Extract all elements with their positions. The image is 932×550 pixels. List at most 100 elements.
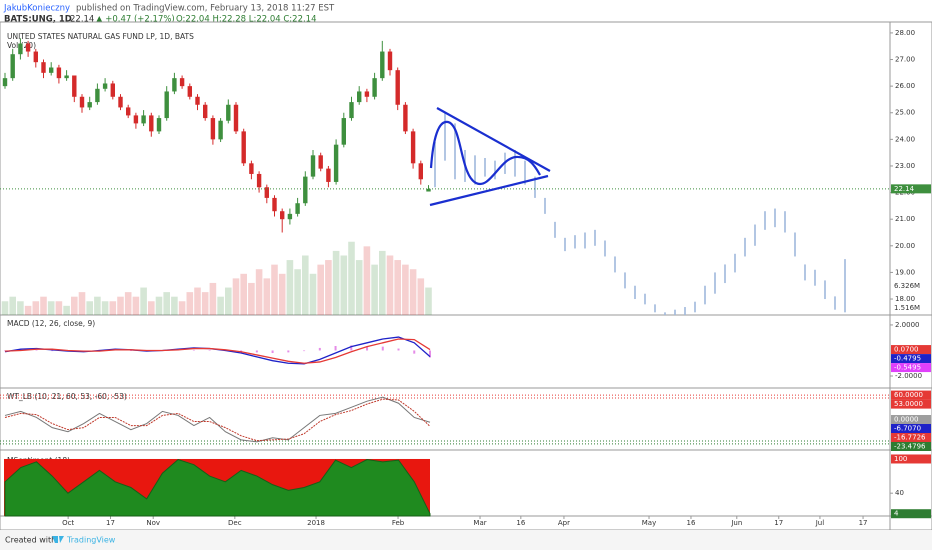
volume-bar xyxy=(55,301,63,315)
candle-body xyxy=(256,173,262,188)
volume-bar xyxy=(309,273,317,315)
ms-area xyxy=(4,458,431,517)
candle-body xyxy=(303,176,308,204)
candle-body xyxy=(195,96,200,105)
symbol: BATS:UNG, 1D xyxy=(4,15,72,25)
y-tick-label: 28.00 xyxy=(895,29,915,37)
candle-body xyxy=(341,118,346,145)
y-tick-label: 40 xyxy=(895,489,904,497)
volume-bar xyxy=(355,260,363,315)
volume-bar xyxy=(425,287,432,315)
y-tick-label: 27.00 xyxy=(895,56,915,64)
y-tick-label: 19.00 xyxy=(895,268,915,276)
candle-body xyxy=(418,163,423,180)
volume-bar xyxy=(1,301,9,315)
candle-body xyxy=(25,43,31,52)
x-tick-label: 17 xyxy=(774,519,783,527)
price-pane xyxy=(1,38,846,315)
price-tag xyxy=(891,442,931,451)
x-tick-label: Oct xyxy=(62,519,74,527)
wt-title: WT_LB (10, 21, 60, 53, -60, -53) xyxy=(7,392,127,401)
candle-body xyxy=(10,54,15,79)
signal-line xyxy=(4,338,431,364)
price-tag-label: -0.5495 xyxy=(894,364,921,372)
volume-bar xyxy=(17,301,24,315)
candle-body xyxy=(410,131,416,164)
candle-body xyxy=(403,104,408,132)
price-tag xyxy=(891,184,931,194)
last-price: 22.14 xyxy=(70,15,94,25)
wt1-line xyxy=(4,396,431,443)
x-tick-label: Mar xyxy=(473,519,486,527)
candle-body xyxy=(426,188,431,192)
x-tick-label: Nov xyxy=(146,519,160,527)
x-tick-label: Dec xyxy=(228,519,242,527)
candle-body xyxy=(110,83,115,97)
volume-bar xyxy=(409,269,417,315)
price-tag-label: -23.4796 xyxy=(894,443,926,451)
volume-bar xyxy=(402,264,409,315)
macd-histogram xyxy=(413,350,416,354)
x-tick-label: 16 xyxy=(687,519,696,527)
price-tag-label: 22.14 xyxy=(894,185,915,193)
change: ▲ +0.47 (+2.17%) xyxy=(96,15,175,25)
volume-bar xyxy=(24,305,32,315)
candle-body xyxy=(287,213,293,220)
volume-bar xyxy=(9,296,16,315)
volume-bar xyxy=(201,292,209,315)
macd-histogram xyxy=(318,347,321,351)
price-tag xyxy=(891,399,931,409)
y-tick-label: -2.0000 xyxy=(895,372,922,380)
candle-body xyxy=(41,62,46,73)
candle-body xyxy=(164,91,169,119)
macd-histogram xyxy=(208,350,211,351)
price-tag xyxy=(891,354,931,364)
x-tick-label: 2018 xyxy=(307,519,325,527)
volume-bar xyxy=(271,264,278,315)
price-tag xyxy=(891,345,931,355)
volume-bar xyxy=(194,287,201,315)
x-tick-label: Apr xyxy=(558,519,570,527)
macd-histogram xyxy=(303,350,306,352)
volume-bar xyxy=(124,292,132,315)
volume-bar xyxy=(278,273,286,315)
candle-body xyxy=(326,168,331,182)
candle-body xyxy=(387,51,393,71)
volume-bar xyxy=(209,282,217,315)
macd-histogram xyxy=(255,350,258,353)
candle-body xyxy=(2,78,8,87)
macd-histogram xyxy=(271,350,274,354)
volume-bar xyxy=(47,301,55,315)
candle-body xyxy=(226,104,231,121)
x-tick-label: Feb xyxy=(392,519,405,527)
candle-body xyxy=(349,102,354,119)
author-link[interactable]: JakubKonieczny xyxy=(3,4,70,14)
volume-bar xyxy=(163,292,170,315)
footer-brand[interactable]: TradingView xyxy=(66,536,116,545)
volume-bar xyxy=(417,278,425,315)
volume-bar xyxy=(140,287,147,315)
volume-bar xyxy=(101,301,109,315)
volume-bar xyxy=(386,255,394,315)
y-tick-label: 24.00 xyxy=(895,135,915,143)
price-tag-label: 0.0000 xyxy=(894,416,919,424)
candle-body xyxy=(33,51,38,63)
macd-histogram xyxy=(287,350,290,353)
candle-body xyxy=(156,118,162,132)
volume-bar xyxy=(255,269,263,315)
y-tick-label: 18.00 xyxy=(895,295,915,303)
y-tick-label: 25.00 xyxy=(895,109,915,117)
price-tag xyxy=(891,424,931,433)
volume-bar xyxy=(109,301,117,315)
candle-body xyxy=(118,96,123,108)
macd-histogram xyxy=(381,346,384,351)
candle-body xyxy=(72,75,77,97)
y-tick-label: 2.0000 xyxy=(895,321,920,329)
candle-body xyxy=(187,86,192,97)
volume-bar xyxy=(132,296,140,315)
price-tag xyxy=(891,415,931,424)
volume-bar xyxy=(155,296,163,315)
candle-body xyxy=(102,83,108,89)
volume-bar xyxy=(171,296,178,315)
